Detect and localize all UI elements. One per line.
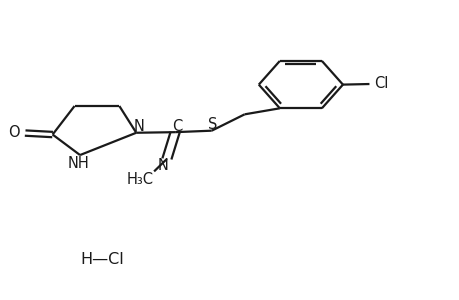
Text: H₃C: H₃C — [127, 172, 154, 187]
Text: NH: NH — [67, 156, 89, 171]
Text: C: C — [172, 119, 182, 134]
Text: H—Cl: H—Cl — [80, 253, 123, 268]
Text: O: O — [8, 125, 19, 140]
Text: Cl: Cl — [373, 76, 387, 91]
Text: N: N — [157, 158, 168, 173]
Text: N: N — [133, 119, 144, 134]
Text: S: S — [208, 117, 217, 132]
